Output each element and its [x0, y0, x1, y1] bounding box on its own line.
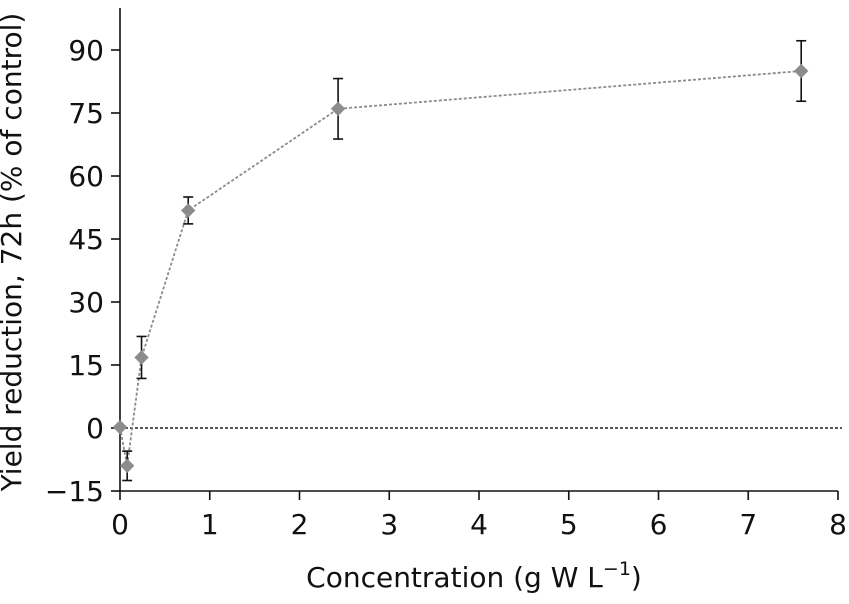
x-tick-label: 0	[111, 508, 129, 541]
data-point-diamond	[330, 101, 346, 117]
y-axis-label: Yield reduction, 72h (% of control)	[0, 13, 28, 493]
x-tick-label: 7	[739, 508, 757, 541]
y-tick-label: 75	[68, 97, 104, 130]
x-tick-label: 2	[291, 508, 309, 541]
data-point-diamond	[112, 419, 128, 435]
series-line	[119, 70, 802, 466]
x-tick-label: 6	[650, 508, 668, 541]
x-tick-label: 5	[560, 508, 578, 541]
y-tick-label: −15	[45, 475, 104, 508]
x-axis-label: Concentration (g W L−1)	[306, 558, 642, 594]
series-group	[112, 39, 809, 482]
x-tick-label: 3	[380, 508, 398, 541]
y-tick-label: 30	[68, 286, 104, 319]
y-tick-label: 0	[86, 412, 104, 445]
x-tick-label: 1	[201, 508, 219, 541]
y-tick-label: 60	[68, 160, 104, 193]
data-point-diamond	[119, 458, 135, 474]
x-tick-label: 8	[829, 508, 847, 541]
x-tick-label: 4	[470, 508, 488, 541]
data-point-diamond	[134, 350, 149, 365]
y-tick-label: 90	[68, 34, 104, 67]
data-point-diamond	[181, 203, 196, 218]
y-tick-label: 15	[68, 349, 104, 382]
y-tick-label: 45	[68, 223, 104, 256]
data-point-diamond	[793, 63, 809, 79]
